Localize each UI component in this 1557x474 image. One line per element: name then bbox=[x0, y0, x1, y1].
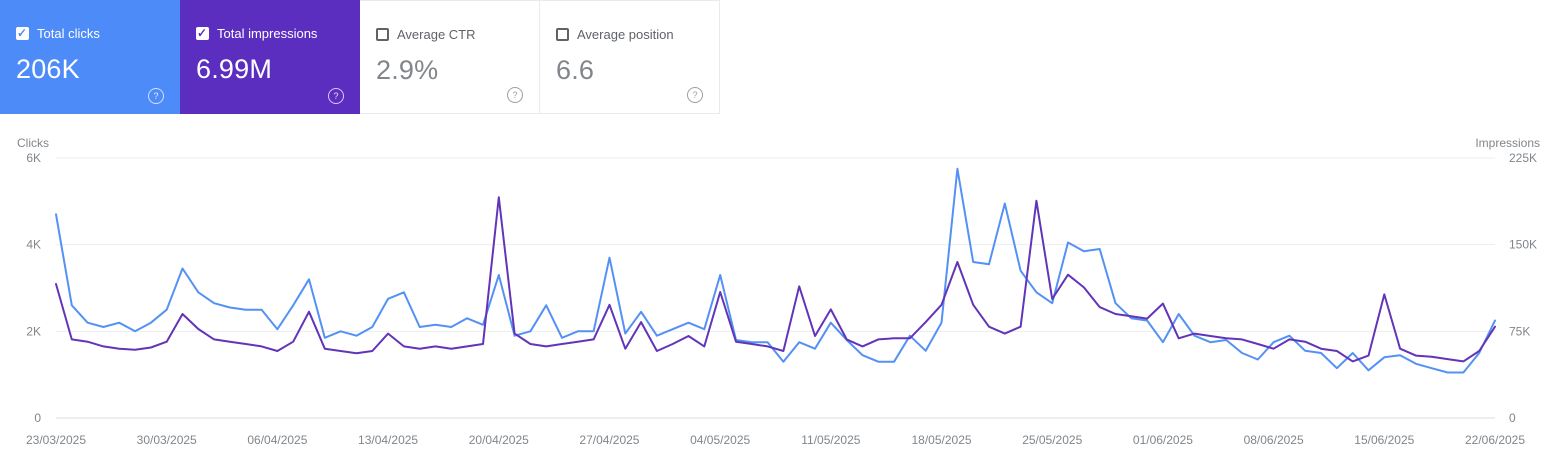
card-average-ctr[interactable]: Average CTR 2.9% ? bbox=[360, 0, 540, 114]
right-axis-tick: 150K bbox=[1509, 238, 1537, 252]
average-ctr-value: 2.9% bbox=[376, 55, 439, 85]
help-icon[interactable]: ? bbox=[328, 88, 344, 104]
left-axis-label: Clicks bbox=[17, 136, 49, 150]
card-head: Average position bbox=[556, 27, 703, 42]
metric-cards-row: Total clicks 206K ? Total impressions 6.… bbox=[0, 0, 720, 114]
card-head: Total impressions bbox=[196, 26, 344, 41]
x-axis-tick: 20/04/2025 bbox=[469, 433, 529, 447]
x-axis-tick: 18/05/2025 bbox=[912, 433, 972, 447]
x-axis-tick: 11/05/2025 bbox=[801, 433, 860, 447]
total-clicks-value: 206K bbox=[16, 54, 80, 84]
total-impressions-checkbox[interactable] bbox=[196, 26, 209, 40]
card-average-position[interactable]: Average position 6.6 ? bbox=[540, 0, 720, 114]
help-icon[interactable]: ? bbox=[507, 87, 523, 103]
total-impressions-value: 6.99M bbox=[196, 54, 273, 84]
x-axis-tick: 13/04/2025 bbox=[358, 433, 418, 447]
left-axis-tick: 0 bbox=[34, 411, 41, 425]
performance-chart[interactable]: 0 0 2K 75K 4K 150K 6K 225K Clicks Impressions 23/0… bbox=[0, 128, 1557, 474]
left-axis-tick: 4K bbox=[26, 238, 41, 252]
card-head: Average CTR bbox=[376, 27, 523, 42]
x-axis-tick: 08/06/2025 bbox=[1244, 433, 1304, 447]
help-icon[interactable]: ? bbox=[687, 87, 703, 103]
average-ctr-checkbox[interactable] bbox=[376, 28, 389, 41]
right-axis-tick: 75K bbox=[1509, 324, 1530, 338]
x-axis-tick: 01/06/2025 bbox=[1133, 433, 1193, 447]
left-axis-tick: 2K bbox=[26, 324, 41, 338]
left-axis-tick: 6K bbox=[26, 151, 41, 165]
right-axis-tick: 225K bbox=[1509, 151, 1537, 165]
x-axis-tick: 30/03/2025 bbox=[137, 433, 197, 447]
x-axis-tick: 27/04/2025 bbox=[579, 433, 639, 447]
impressions-line bbox=[55, 196, 1496, 363]
card-head: Total clicks bbox=[16, 26, 164, 41]
card-label: Total impressions bbox=[217, 26, 318, 41]
x-axis-tick: 04/05/2025 bbox=[690, 433, 750, 447]
x-axis-tick: 15/06/2025 bbox=[1354, 433, 1414, 447]
right-axis-tick: 0 bbox=[1509, 411, 1516, 425]
help-icon[interactable]: ? bbox=[148, 88, 164, 104]
card-total-impressions[interactable]: Total impressions 6.99M ? bbox=[180, 0, 360, 114]
average-position-checkbox[interactable] bbox=[556, 28, 569, 41]
card-total-clicks[interactable]: Total clicks 206K ? bbox=[0, 0, 180, 114]
total-clicks-checkbox[interactable] bbox=[16, 26, 29, 40]
average-position-value: 6.6 bbox=[556, 55, 595, 85]
performance-chart-svg[interactable]: 0 0 2K 75K 4K 150K 6K 225K Clicks Impressions 23/0… bbox=[0, 128, 1557, 474]
clicks-line bbox=[55, 167, 1496, 374]
x-axis-tick: 06/04/2025 bbox=[247, 433, 307, 447]
card-label: Total clicks bbox=[37, 26, 100, 41]
card-label: Average position bbox=[577, 27, 674, 42]
x-axis-tick: 25/05/2025 bbox=[1022, 433, 1082, 447]
x-axis-tick: 23/03/2025 bbox=[26, 433, 86, 447]
x-axis-tick: 22/06/2025 bbox=[1465, 433, 1525, 447]
card-label: Average CTR bbox=[397, 27, 476, 42]
right-axis-label: Impressions bbox=[1475, 136, 1540, 150]
